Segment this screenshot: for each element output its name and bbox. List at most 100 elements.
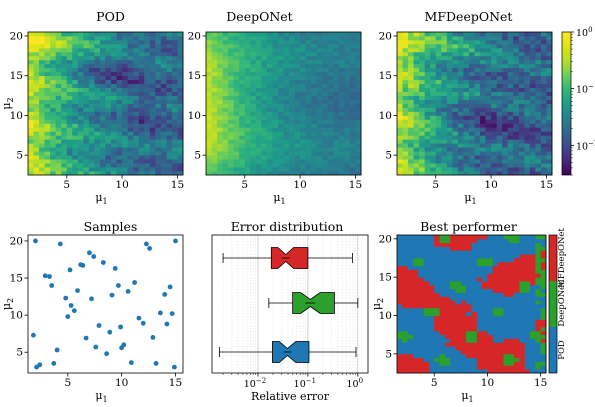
best-cell	[407, 304, 414, 309]
best-cell	[476, 304, 483, 309]
heatmap-cell	[111, 143, 117, 148]
heatmap-cell	[250, 123, 257, 128]
best-cell	[428, 338, 435, 343]
heatmap-cell	[160, 115, 167, 120]
heatmap-cell	[468, 87, 475, 92]
heatmap-cell	[457, 51, 464, 57]
heatmap-cell	[138, 115, 145, 120]
heatmap-cell	[116, 55, 123, 61]
heatmap-cell	[546, 139, 553, 144]
heatmap-cell	[529, 123, 536, 128]
heatmap-cell	[311, 59, 318, 65]
heatmap-cell	[491, 171, 498, 176]
heatmap-cell	[496, 55, 503, 61]
heatmap-cell	[177, 127, 184, 132]
heatmap-cell	[305, 99, 312, 104]
heatmap-cell	[28, 159, 34, 164]
heatmap-cell	[206, 47, 212, 53]
heatmap-cell	[83, 131, 90, 136]
best-cell	[418, 361, 425, 366]
heatmap-cell	[480, 163, 486, 168]
heatmap-cell	[535, 111, 542, 116]
heatmap-cell	[261, 79, 268, 85]
heatmap-cell	[88, 91, 95, 96]
heatmap-cell	[266, 67, 273, 73]
best-cell	[407, 238, 414, 244]
heatmap-cell	[430, 51, 437, 57]
heatmap-cell	[222, 91, 229, 96]
heatmap-cell	[266, 127, 273, 132]
heatmap-cell	[402, 107, 409, 112]
heatmap-cell	[468, 103, 475, 108]
best-cell	[514, 342, 520, 347]
heatmap-cell	[452, 147, 459, 152]
heatmap-cell	[99, 163, 106, 168]
heatmap-cell	[83, 43, 90, 49]
heatmap-cell	[502, 55, 509, 61]
best-cell	[455, 334, 462, 339]
heatmap-cell	[77, 143, 84, 148]
heatmap-cell	[206, 127, 212, 132]
heatmap-cell	[144, 55, 151, 61]
heatmap-cell	[72, 155, 79, 160]
best-cell	[535, 357, 542, 362]
heatmap-cell	[413, 63, 420, 69]
heatmap-cell	[44, 171, 51, 176]
heatmap-cell	[277, 115, 284, 120]
heatmap-cell	[463, 91, 470, 96]
x-axis-label: μ1	[95, 389, 107, 404]
heatmap-cell	[316, 83, 323, 89]
heatmap-cell	[211, 35, 218, 41]
heatmap-cell	[355, 115, 362, 120]
heatmap-cell	[424, 32, 431, 37]
heatmap-cell	[83, 163, 90, 168]
heatmap-cell	[166, 35, 173, 41]
best-cell	[498, 238, 504, 244]
heatmap-cell	[160, 123, 167, 128]
heatmap-cell	[507, 115, 514, 120]
best-cell	[412, 365, 419, 370]
heatmap-cell	[333, 151, 340, 156]
heatmap-cell	[166, 103, 173, 108]
best-cell	[418, 269, 425, 274]
heatmap-cell	[50, 131, 57, 136]
heatmap-cell	[474, 47, 481, 53]
best-cell	[471, 261, 478, 267]
heatmap-cell	[61, 67, 68, 73]
best-cell	[407, 273, 414, 278]
heatmap-cell	[408, 43, 415, 49]
heatmap-cell	[540, 43, 547, 49]
heatmap-cell	[491, 103, 498, 108]
heatmap-cell	[111, 35, 117, 41]
heatmap-cell	[88, 43, 95, 49]
best-cell	[434, 281, 440, 286]
heatmap-cell	[507, 111, 514, 116]
heatmap-cell	[397, 91, 403, 96]
best-cell	[397, 327, 403, 332]
heatmap-cell	[266, 167, 273, 172]
best-cell	[439, 350, 446, 355]
heatmap-cell	[144, 167, 151, 172]
heatmap-cell	[166, 123, 173, 128]
heatmap-cell	[452, 83, 459, 89]
heatmap-cell	[272, 111, 279, 116]
heatmap-cell	[39, 155, 46, 160]
best-cell	[450, 242, 456, 247]
heatmap-cell	[452, 143, 459, 148]
best-cell	[482, 277, 488, 282]
heatmap-cell	[272, 79, 279, 85]
best-cell	[466, 269, 472, 274]
heatmap-cell	[28, 135, 34, 140]
heatmap-cell	[155, 75, 162, 81]
heatmap-cell	[397, 119, 403, 124]
heatmap-cell	[166, 171, 173, 176]
heatmap-cell	[105, 71, 112, 77]
best-cell	[503, 235, 510, 240]
heatmap-cell	[239, 43, 246, 49]
heatmap-cell	[311, 139, 318, 144]
best-cell	[428, 254, 435, 259]
heatmap-cell	[149, 127, 156, 132]
scatter-point	[65, 314, 71, 319]
best-cell	[423, 261, 430, 267]
